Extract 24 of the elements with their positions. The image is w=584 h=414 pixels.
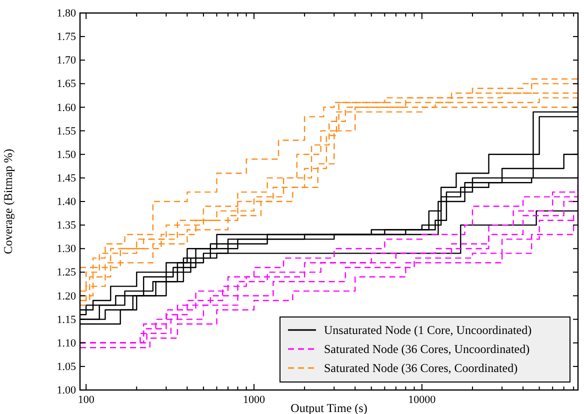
y-tick-label: 1.35 xyxy=(56,220,76,232)
y-tick-label: 1.45 xyxy=(56,172,76,184)
y-tick-label: 1.55 xyxy=(56,125,76,138)
y-tick-label: 1.60 xyxy=(56,102,76,114)
y-axis-title: Coverage (Bitmap %) xyxy=(1,148,15,254)
y-tick-label: 1.05 xyxy=(56,360,76,373)
x-tick-label: 10000 xyxy=(408,394,436,406)
y-tick-label: 1.75 xyxy=(56,31,76,44)
y-tick-label: 1.00 xyxy=(56,384,76,396)
y-tick-label: 1.80 xyxy=(56,8,76,20)
y-tick-label: 1.10 xyxy=(56,337,76,350)
y-tick-label: 1.50 xyxy=(56,148,76,161)
legend-label: Unsaturated Node (1 Core, Uncoordinated) xyxy=(324,323,532,337)
legend-label: Saturated Node (36 Cores, Uncoordinated) xyxy=(324,342,530,356)
y-tick-label: 1.25 xyxy=(56,266,76,279)
y-tick-label: 1.65 xyxy=(56,78,76,90)
y-tick-label: 1.20 xyxy=(56,290,76,302)
y-tick-label: 1.70 xyxy=(56,54,76,67)
x-tick-label: 100 xyxy=(78,394,95,406)
x-tick-label: 1000 xyxy=(243,394,266,406)
y-tick-label: 1.15 xyxy=(56,314,76,326)
legend-label: Saturated Node (36 Cores, Coordinated) xyxy=(324,361,518,375)
y-tick-label: 1.40 xyxy=(56,196,76,208)
y-tick-label: 1.30 xyxy=(56,243,76,256)
